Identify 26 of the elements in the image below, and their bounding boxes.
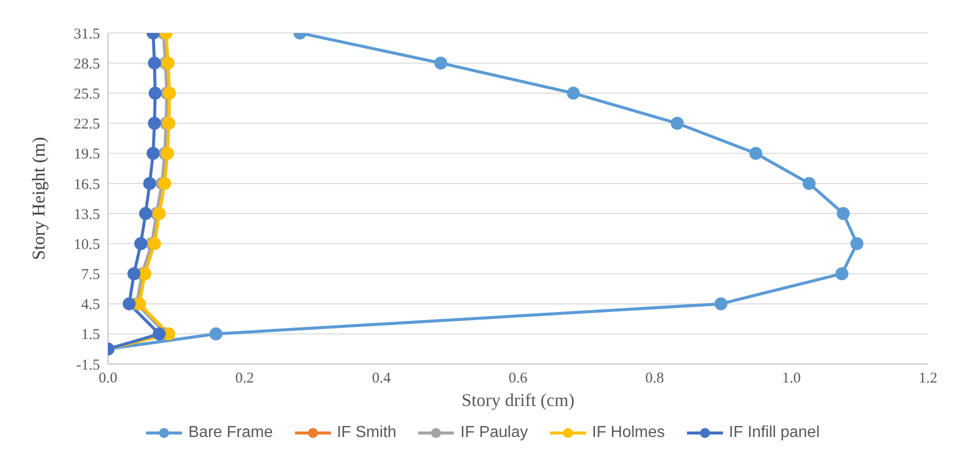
legend-label: IF Smith bbox=[336, 424, 396, 442]
y-tick-label: 1.5 bbox=[81, 327, 100, 344]
y-tick-label: -1.5 bbox=[76, 357, 100, 374]
y-tick-label: 10.5 bbox=[74, 236, 100, 253]
y-tick-label: 4.5 bbox=[81, 297, 100, 314]
y-tick-label: 25.5 bbox=[74, 86, 100, 103]
legend-label: IF Infill panel bbox=[728, 424, 820, 442]
x-tick-label: 0.2 bbox=[235, 370, 254, 387]
x-axis-title: Story drift (cm) bbox=[462, 390, 574, 410]
y-tick-label: 7.5 bbox=[81, 267, 100, 284]
x-tick-label: 0.6 bbox=[508, 370, 528, 387]
x-tick-label: 0.0 bbox=[98, 370, 118, 387]
y-tick-label: 22.5 bbox=[74, 116, 100, 133]
legend-label: IF Holmes bbox=[592, 424, 665, 442]
y-tick-label: 31.5 bbox=[74, 26, 100, 42]
y-axis-title: Story Height (m) bbox=[28, 137, 48, 260]
y-tick-label: 28.5 bbox=[74, 56, 100, 72]
y-tick-label: 16.5 bbox=[74, 176, 100, 193]
x-tick-label: 0.8 bbox=[645, 370, 664, 387]
y-tick-label: 13.5 bbox=[74, 206, 100, 223]
x-tick-label: 0.4 bbox=[372, 370, 392, 387]
legend-label: Bare Frame bbox=[188, 424, 273, 442]
x-tick-label: 1.0 bbox=[782, 370, 801, 387]
legend-label: IF Paulay bbox=[460, 424, 528, 442]
y-tick-label: 19.5 bbox=[74, 146, 100, 163]
x-tick-label: 1.2 bbox=[918, 370, 938, 387]
